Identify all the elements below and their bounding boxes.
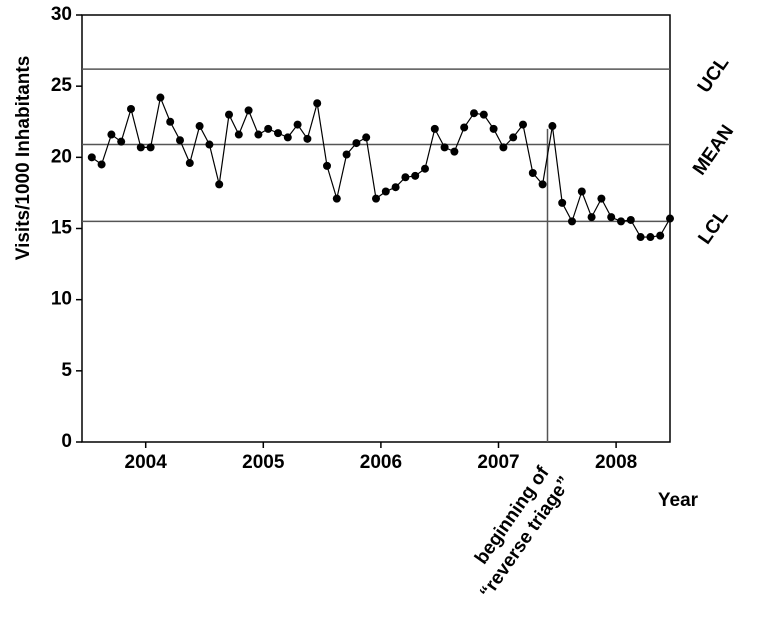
data-point [558,198,567,207]
data-point [332,194,341,203]
data-point [666,214,674,223]
data-point [372,194,380,203]
data-point [626,215,635,224]
y-tick-label: 30 [51,4,72,25]
data-point [303,134,312,143]
x-tick-label: 2005 [242,452,285,473]
data-point [421,164,429,173]
data-point [195,122,204,131]
x-tick-label: 2006 [360,452,402,473]
data-point [234,130,243,139]
data-point [460,123,469,132]
data-point [381,187,390,196]
data-point [293,120,302,129]
data-point [450,147,459,156]
data-point [274,129,282,138]
data-point [156,93,165,102]
data-point [440,143,449,152]
data-point [401,173,410,182]
data-point [176,136,184,145]
data-point [528,168,537,177]
data-point [323,161,331,170]
y-tick-label: 0 [61,431,72,452]
data-point [342,150,351,159]
data-point [362,133,371,142]
y-axis-label: Visits/1000 Inhabitants [13,56,34,261]
data-point [205,140,214,149]
x-tick-label: 2008 [595,452,637,473]
data-point [107,130,116,139]
reference-label: UCL [694,52,734,96]
y-tick-label: 20 [51,146,72,167]
y-tick-label: 10 [51,289,72,310]
data-point [411,171,420,180]
data-point [538,180,547,189]
data-point [313,99,322,108]
plot-frame [81,14,671,443]
data-point [479,110,488,119]
data-point [509,133,518,142]
y-tick-label: 15 [51,218,73,239]
data-point [607,213,616,222]
data-point [283,133,292,142]
data-point [264,124,273,133]
data-point [352,139,361,148]
data-point [97,160,106,169]
data-point [568,217,576,226]
data-point [136,143,145,152]
data-point [244,106,253,115]
data-point [489,124,498,133]
y-tick-label: 25 [51,75,73,96]
data-point [646,233,655,242]
x-tick-label: 2004 [125,452,168,473]
reference-label: LCL [694,206,733,249]
x-axis-label: Year [658,490,699,511]
data-point [548,122,557,131]
x-tick-label: 2007 [477,452,519,473]
data-point [146,143,155,152]
data-point [254,130,263,139]
data-point [117,137,126,146]
data-point [577,187,586,196]
data-point [430,124,439,133]
data-point [185,159,194,168]
data-point [127,104,135,113]
data-point [391,183,400,192]
data-point [87,153,96,162]
data-point [636,233,645,242]
data-point [587,213,596,222]
series-line [91,95,671,238]
data-point [470,109,478,118]
data-point [519,120,527,129]
data-point [617,217,625,226]
data-point [215,180,224,189]
data-point [597,194,606,203]
reference-label: MEAN [689,121,738,179]
data-point [656,231,665,240]
y-tick-label: 5 [61,360,72,381]
data-point [166,117,175,126]
data-point [225,110,233,119]
data-point [499,143,508,152]
